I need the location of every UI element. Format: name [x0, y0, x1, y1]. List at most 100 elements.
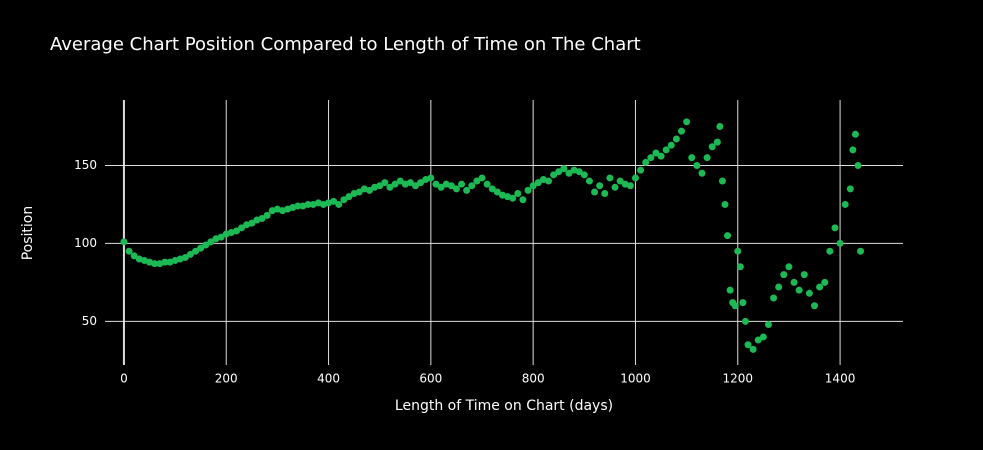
- point: [355, 188, 363, 196]
- point: [545, 177, 553, 185]
- point: [130, 252, 138, 260]
- point: [232, 227, 240, 235]
- point: [741, 317, 749, 325]
- x-tick-label: 800: [522, 372, 545, 386]
- x-tick-label: 1000: [620, 372, 651, 386]
- point: [816, 283, 824, 291]
- point: [693, 161, 701, 169]
- x-tick-label: 600: [419, 372, 442, 386]
- point: [716, 123, 724, 130]
- point: [851, 130, 859, 138]
- x-tick-label: 200: [215, 372, 238, 386]
- point: [637, 166, 645, 174]
- point: [734, 247, 742, 255]
- x-tick-label: 400: [317, 372, 340, 386]
- point: [452, 185, 460, 193]
- point: [493, 188, 501, 196]
- point: [248, 219, 256, 227]
- point: [468, 182, 476, 190]
- point: [601, 190, 609, 198]
- point: [739, 299, 747, 307]
- x-tick-label: 1200: [722, 372, 753, 386]
- point: [780, 271, 788, 279]
- point: [575, 168, 583, 176]
- point: [412, 182, 420, 190]
- point: [335, 200, 343, 208]
- point: [550, 171, 558, 179]
- point: [192, 247, 200, 255]
- point: [642, 158, 650, 166]
- point: [217, 233, 225, 241]
- point: [534, 179, 542, 187]
- point: [611, 183, 619, 191]
- point: [854, 161, 862, 169]
- point: [417, 179, 425, 187]
- point: [836, 239, 844, 247]
- point: [698, 169, 706, 177]
- point: [826, 247, 834, 255]
- point: [263, 211, 271, 219]
- point: [151, 260, 159, 268]
- point: [560, 165, 568, 173]
- point: [294, 202, 302, 210]
- point: [381, 179, 389, 187]
- point: [846, 185, 854, 193]
- point: [703, 154, 711, 162]
- point: [596, 182, 604, 190]
- point: [667, 141, 675, 149]
- point: [458, 180, 466, 188]
- point: [688, 154, 696, 162]
- point: [161, 258, 169, 266]
- point: [529, 182, 537, 190]
- point: [759, 333, 767, 341]
- point: [770, 294, 778, 302]
- point: [186, 250, 194, 258]
- point: [718, 177, 726, 185]
- point: [811, 302, 819, 310]
- point: [437, 183, 445, 191]
- point: [585, 177, 593, 185]
- point: [647, 154, 655, 162]
- point: [483, 180, 491, 188]
- point: [519, 196, 527, 204]
- point: [800, 271, 808, 279]
- point: [775, 283, 783, 291]
- point: [555, 168, 563, 176]
- point: [657, 152, 665, 160]
- point: [726, 286, 734, 294]
- point: [821, 278, 829, 286]
- point: [345, 193, 353, 201]
- point: [406, 179, 414, 187]
- y-axis-label: Position: [20, 206, 36, 261]
- point: [721, 200, 729, 208]
- point: [631, 174, 639, 182]
- point: [591, 188, 599, 196]
- point: [330, 197, 338, 205]
- point: [841, 200, 849, 208]
- point: [304, 200, 312, 208]
- point: [795, 286, 803, 294]
- y-tick-label: 100: [74, 236, 97, 250]
- point: [749, 345, 757, 353]
- point: [365, 186, 373, 194]
- point: [238, 224, 246, 232]
- point: [391, 180, 399, 188]
- chart-title: Average Chart Position Compared to Lengt…: [50, 34, 641, 55]
- point: [857, 247, 865, 255]
- point: [754, 336, 762, 344]
- point: [616, 177, 624, 185]
- point: [120, 238, 128, 246]
- point: [386, 183, 394, 191]
- point: [432, 180, 440, 188]
- y-tick-label: 150: [74, 158, 97, 172]
- point: [473, 177, 481, 185]
- point: [626, 182, 634, 190]
- point: [463, 186, 471, 194]
- point: [524, 186, 532, 194]
- point: [565, 169, 573, 177]
- point: [258, 214, 266, 222]
- point: [202, 241, 210, 249]
- x-tick-label: 1400: [825, 372, 856, 386]
- point: [683, 118, 691, 126]
- point: [790, 278, 798, 286]
